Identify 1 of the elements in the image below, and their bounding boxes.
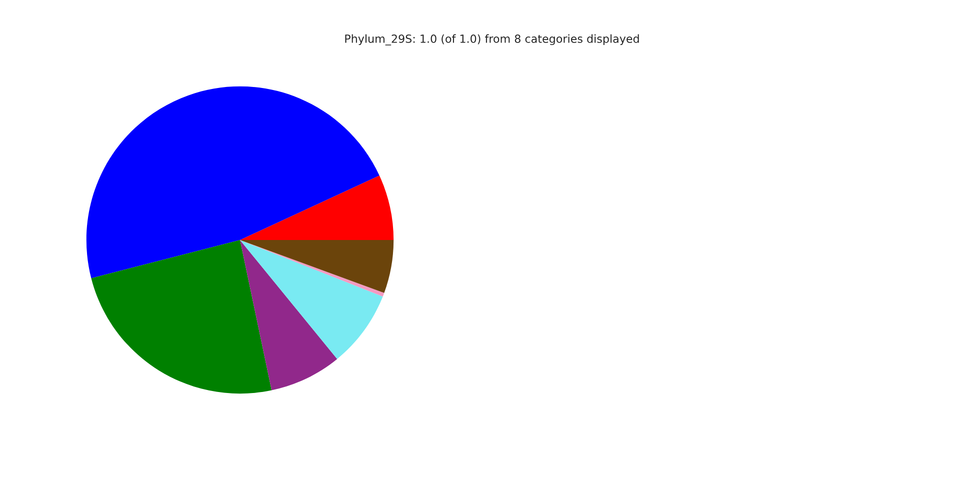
text: Phylum_29S: 1.0 (of 1.0) from 8 categories displayed — [345, 34, 639, 46]
